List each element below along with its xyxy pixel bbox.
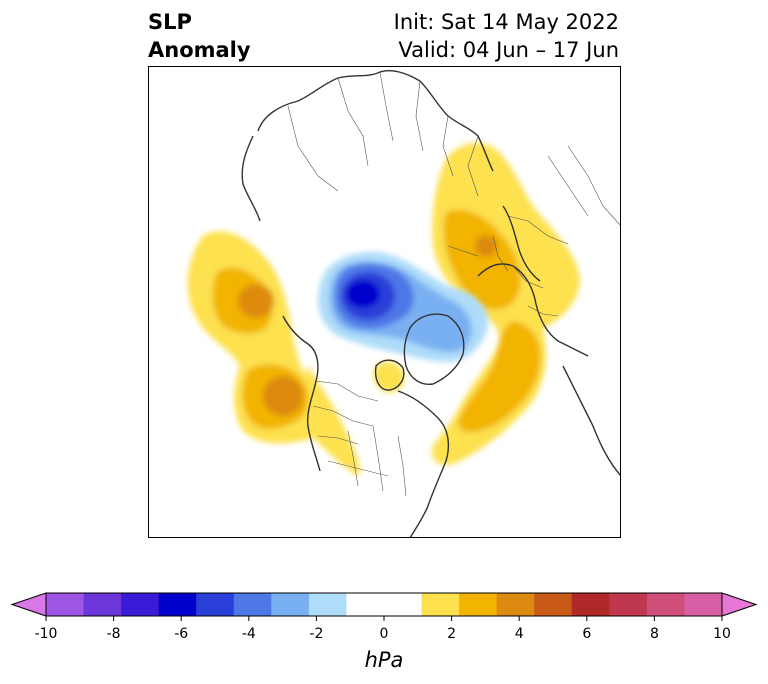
colorbar-bin	[459, 593, 498, 616]
colorbar-ticks: -10 -8 -6 -4 -2 0 2 4 6 8 10	[35, 616, 731, 642]
anomaly-fill-negative	[318, 252, 488, 362]
colorbar-bin	[421, 593, 460, 616]
colorbar-bin	[684, 593, 723, 616]
colorbar-bin	[121, 593, 160, 616]
political-borders	[287, 71, 621, 497]
coast-hudson-bay	[374, 359, 405, 391]
colorbar-bin	[83, 593, 122, 616]
colorbar-tick-label: -6	[174, 626, 188, 642]
colorbar-bin	[571, 593, 610, 616]
colorbar-tick-label: 2	[447, 626, 456, 642]
colorbar-tick-label: 0	[380, 626, 389, 642]
colorbar-bin	[46, 593, 84, 616]
colorbar-tick-label: 4	[515, 626, 524, 642]
colorbar-bin	[609, 593, 648, 616]
colorbar-tick-label: -4	[242, 626, 256, 642]
colorbar-bin	[196, 593, 235, 616]
anomaly-contour-neg-5	[346, 280, 380, 308]
anomaly-core-pacific	[238, 284, 274, 318]
colorbar-bin	[534, 593, 573, 616]
colorbar-bin	[496, 593, 535, 616]
colorbar-extend-over	[721, 592, 758, 617]
colorbar-bin	[233, 593, 272, 616]
init-date: Init: Sat 14 May 2022	[393, 10, 619, 34]
map-frame	[148, 66, 621, 538]
colorbar-bin	[346, 593, 385, 616]
coast-africa	[562, 365, 621, 477]
coastlines	[241, 70, 621, 538]
colorbar-bin	[384, 593, 422, 616]
anomaly-core-bering	[263, 376, 303, 416]
colorbar-tick-label: -10	[35, 626, 58, 642]
forecast-dates: Init: Sat 14 May 2022 Valid: 04 Jun – 17…	[394, 8, 619, 64]
colorbar-unit-label: hPa	[365, 648, 404, 672]
title-line-2: Anomaly	[148, 38, 251, 62]
anomaly-contour-2-hudson	[373, 361, 405, 393]
colorbar-tick-label: 6	[582, 626, 591, 642]
colorbar-extend-under	[10, 592, 47, 617]
colorbar-bins	[10, 592, 758, 617]
slp-anomaly-map	[148, 66, 621, 538]
coast-greenland	[403, 313, 465, 385]
map-title: SLP Anomaly	[148, 8, 251, 64]
coast-kamchatka	[241, 135, 261, 222]
colorbar: -10 -8 -6 -4 -2 0 2 4 6 8 10 hPa	[10, 592, 758, 672]
colorbar-tick-label: -8	[107, 626, 121, 642]
anomaly-fill-positive	[187, 142, 580, 476]
colorbar-tick-label: 8	[650, 626, 659, 642]
coast-siberia	[257, 70, 494, 172]
title-line-1: SLP	[148, 10, 192, 34]
anomaly-contour-3-atlantic	[458, 321, 541, 433]
colorbar-bin	[646, 593, 685, 616]
anomaly-contour-3-europe	[443, 209, 521, 310]
colorbar-bin	[271, 593, 310, 616]
anomaly-contour-2-west-us	[301, 366, 360, 476]
colorbar-tick-label: 10	[713, 626, 731, 642]
coast-north-america	[397, 390, 450, 538]
coast-europe	[477, 263, 589, 357]
colorbar-bin	[308, 593, 347, 616]
anomaly-core-europe	[475, 235, 497, 257]
colorbar-bin	[158, 593, 197, 616]
colorbar-tick-label: -2	[309, 626, 323, 642]
valid-range: Valid: 04 Jun – 17 Jun	[398, 38, 619, 62]
